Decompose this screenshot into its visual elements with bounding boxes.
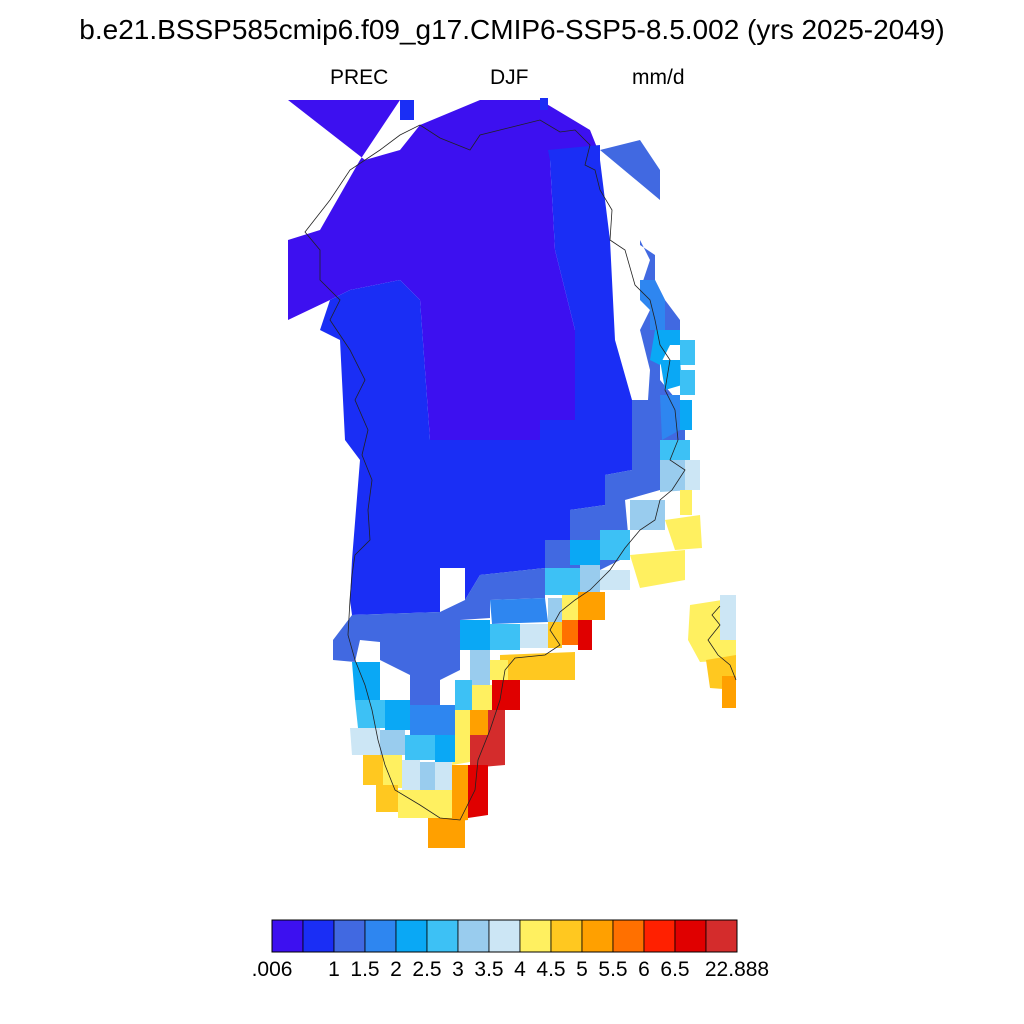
colorbar-cell: [705, 919, 738, 953]
colorbar-cell: [581, 919, 614, 953]
colorbar-tick-label: 5.5: [598, 958, 628, 981]
colorbar-tick-label: 1.5: [350, 958, 380, 981]
colorbar-cell: [426, 919, 459, 953]
plot-title: b.e21.BSSP585cmip6.f09_g17.CMIP6-SSP5-8.…: [79, 14, 945, 45]
colorbar-cell: [333, 919, 366, 953]
coastline: [304, 119, 686, 821]
colorbar-tick-label: 1: [328, 958, 340, 981]
colorbar-cell: [488, 919, 521, 953]
colorbar-cell: [643, 919, 676, 953]
units-label: mm/d: [632, 66, 685, 89]
colorbar-tick-label: 6: [638, 958, 650, 981]
colorbar-cell: [457, 919, 490, 953]
field-yellow: [630, 550, 685, 588]
colorbar-cell: [674, 919, 707, 953]
colorbar-cell: [612, 919, 645, 953]
field-violet: [288, 100, 600, 440]
colorbar-tick-label: 6.5: [660, 958, 690, 981]
colorbar-tick-label: 4.5: [536, 958, 566, 981]
season-label: DJF: [490, 66, 529, 89]
colorbar-tick-label: 2.5: [412, 958, 442, 981]
colorbar-tick-label: .006: [251, 958, 293, 981]
colorbar-cell: [302, 919, 335, 953]
field-blue: [320, 145, 632, 615]
colorbar-tick-label: 3: [452, 958, 464, 981]
colorbar-tick-label: 4: [514, 958, 526, 981]
colorbar-tick-label: 5: [576, 958, 588, 981]
colorbar-tick-label: 22.888: [704, 958, 770, 981]
variable-label: PREC: [330, 66, 389, 89]
colorbar-tick-label: 3.5: [474, 958, 504, 981]
colorbar-cell: [519, 919, 552, 953]
colorbar-cell: [271, 919, 304, 953]
colorbar-cell: [550, 919, 583, 953]
colorbar-tick-label: 2: [390, 958, 402, 981]
colorbar-cell: [364, 919, 397, 953]
colorbar-cell: [395, 919, 428, 953]
field-azure: [640, 280, 665, 330]
